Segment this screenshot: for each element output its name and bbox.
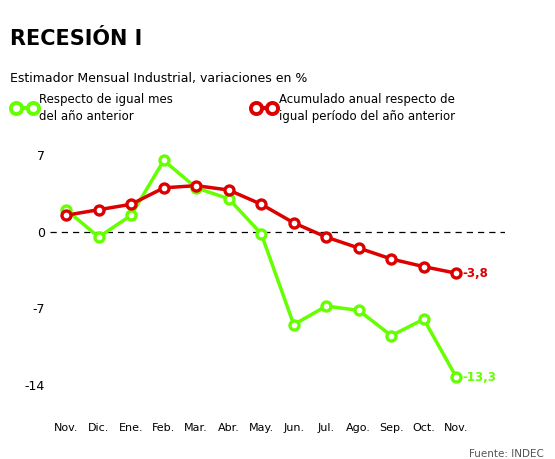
Text: RECESIÓN I: RECESIÓN I (10, 29, 142, 49)
Text: Estimador Mensual Industrial, variaciones en %: Estimador Mensual Industrial, variacione… (10, 72, 307, 85)
Text: -13,3: -13,3 (462, 371, 496, 384)
Text: -3,8: -3,8 (462, 267, 488, 280)
Text: Fuente: INDEC: Fuente: INDEC (469, 449, 544, 459)
Text: Acumulado anual respecto de
igual período del año anterior: Acumulado anual respecto de igual períod… (279, 93, 455, 123)
Text: Respecto de igual mes
del año anterior: Respecto de igual mes del año anterior (39, 93, 173, 123)
